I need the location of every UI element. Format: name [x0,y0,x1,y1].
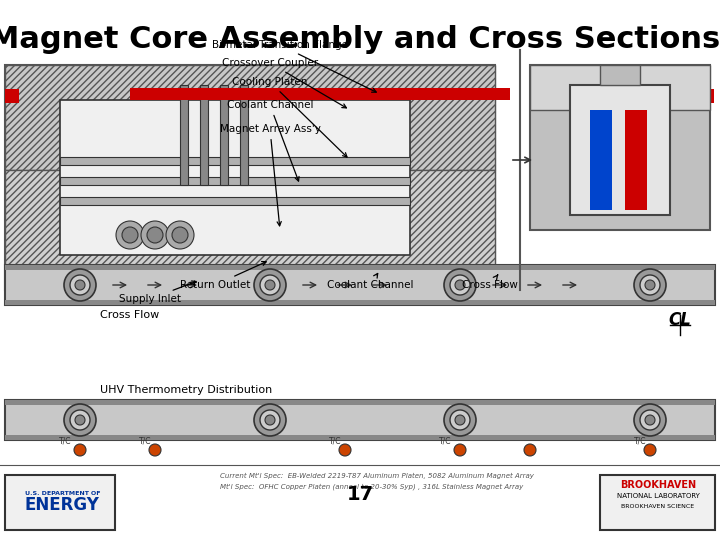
Text: 17: 17 [346,485,374,504]
Text: Cooling Platen: Cooling Platen [233,77,347,157]
Circle shape [645,415,655,425]
Bar [5,400,715,405]
Text: NATIONAL LABORATORY: NATIONAL LABORATORY [616,493,699,499]
Circle shape [444,269,476,301]
Text: UHV Thermometry Distribution: UHV Thermometry Distribution [100,385,272,395]
Text: Magnet Core Assembly and Cross Sections: Magnet Core Assembly and Cross Sections [0,25,720,54]
Circle shape [455,415,465,425]
Circle shape [339,444,351,456]
Text: T/C: T/C [329,436,341,445]
Circle shape [644,444,656,456]
Text: CL: CL [669,311,691,329]
Circle shape [524,444,536,456]
Bar [5,170,495,290]
Circle shape [265,280,275,290]
Circle shape [260,410,280,430]
Circle shape [640,410,660,430]
Bar [5,435,715,440]
Bar [130,88,510,100]
Bar [5,265,715,305]
Circle shape [64,404,96,436]
Text: Crossover Coupler: Crossover Coupler [222,58,346,108]
Bar [600,475,715,530]
Circle shape [74,444,86,456]
Circle shape [147,227,163,243]
Bar [5,300,715,305]
Text: Cross Flow: Cross Flow [100,310,159,320]
Bar [590,110,612,210]
Bar [5,400,715,440]
Text: T/C: T/C [139,436,151,445]
Circle shape [444,404,476,436]
Bar [5,475,115,530]
Circle shape [254,269,286,301]
Circle shape [634,269,666,301]
Bar [220,85,228,185]
Bar [625,110,647,210]
Circle shape [64,269,96,301]
Bar [60,157,410,165]
Text: Coolant Channel: Coolant Channel [327,273,413,290]
Bar [700,89,714,103]
Circle shape [455,280,465,290]
Bar [180,85,188,185]
Circle shape [141,221,169,249]
Text: Supply Inlet: Supply Inlet [119,281,196,304]
Circle shape [75,415,85,425]
Text: Cross Flow: Cross Flow [462,275,518,290]
Text: Return Outlet: Return Outlet [180,261,266,290]
Text: ENERGY: ENERGY [25,496,100,514]
Bar [600,65,640,85]
Circle shape [70,275,90,295]
Text: U.S. DEPARTMENT OF: U.S. DEPARTMENT OF [25,491,101,496]
Text: BROOKHAVEN SCIENCE: BROOKHAVEN SCIENCE [621,504,695,509]
Circle shape [265,415,275,425]
Text: T/C: T/C [438,436,451,445]
Circle shape [122,227,138,243]
Bar [570,85,670,215]
Bar [200,85,208,185]
Circle shape [166,221,194,249]
Bar [60,197,410,205]
Bar [530,65,710,230]
Circle shape [634,404,666,436]
Bar [60,100,410,255]
Bar [5,65,495,170]
Circle shape [450,275,470,295]
Text: Current Mt'l Spec:  EB-Welded 2219-T87 Aluminum Platen, 5082 Aluminum Magnet Arr: Current Mt'l Spec: EB-Welded 2219-T87 Al… [220,473,534,479]
Circle shape [149,444,161,456]
Circle shape [254,404,286,436]
Circle shape [116,221,144,249]
Text: Coolant Channel: Coolant Channel [227,100,313,181]
Bar [5,65,495,290]
Bar [60,177,410,185]
Bar [5,265,715,270]
Circle shape [260,275,280,295]
Bar [240,85,248,185]
Circle shape [640,275,660,295]
Circle shape [75,280,85,290]
Circle shape [172,227,188,243]
Circle shape [450,410,470,430]
Text: T/C: T/C [634,436,647,445]
Text: Magnet Array Ass'y: Magnet Array Ass'y [220,124,320,226]
Bar [530,65,710,110]
Text: BROOKHAVEN: BROOKHAVEN [620,480,696,490]
Bar [5,89,19,103]
Circle shape [645,280,655,290]
Text: T/C: T/C [59,436,71,445]
Text: Mt'l Spec:  OFHC Copper Platen (anneal to 20-30% Syp) , 316L Stainless Magnet Ar: Mt'l Spec: OFHC Copper Platen (anneal to… [220,483,523,489]
Circle shape [454,444,466,456]
Circle shape [70,410,90,430]
Text: Bi-metal Transition Flange: Bi-metal Transition Flange [212,40,377,92]
